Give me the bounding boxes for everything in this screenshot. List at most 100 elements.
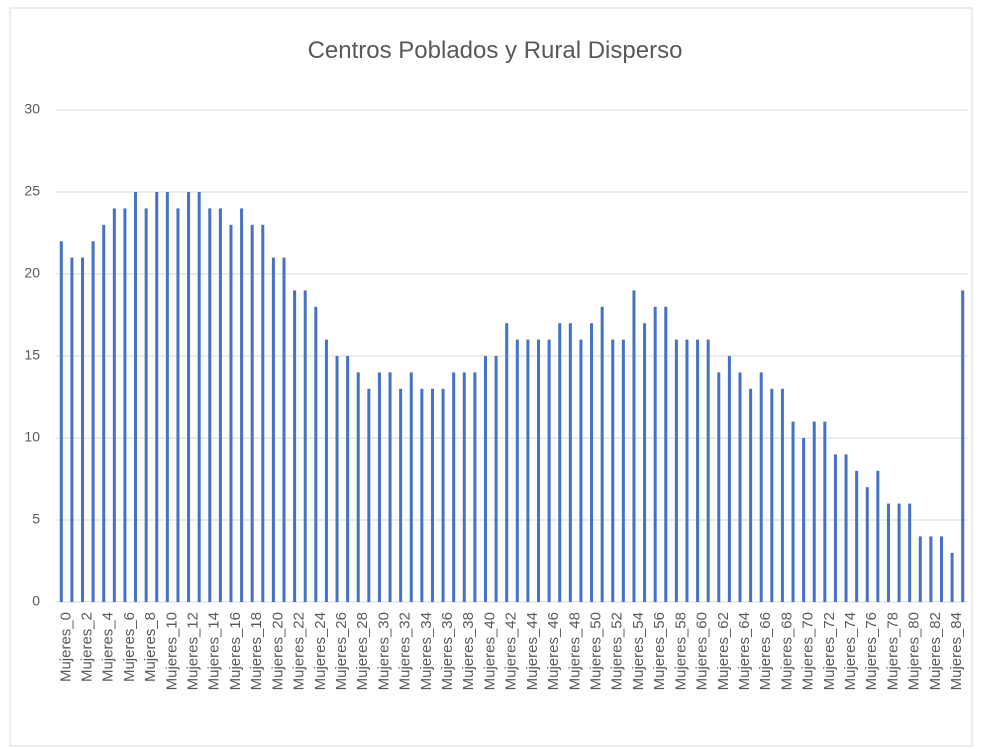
x-tick-label: Mujeres_42 [503,612,520,690]
bar [197,192,201,602]
bar [791,421,795,602]
bar [208,208,212,602]
bar [261,224,265,603]
bar [579,339,583,602]
bar [918,536,922,602]
x-tick-label: Mujeres_28 [354,612,371,690]
x-tick-label: Mujeres_54 [630,612,647,690]
x-tick-label: Mujeres_78 [884,612,901,690]
bar [590,323,594,602]
x-tick-label: Mujeres_18 [248,612,265,690]
y-tick-label: 20 [24,265,40,281]
bar [420,388,424,602]
x-tick-label: Mujeres_10 [163,612,180,690]
bar [611,339,615,602]
x-tick-label: Mujeres_0 [57,612,74,682]
bar [802,438,806,602]
bar [377,372,381,602]
x-tick-label: Mujeres_4 [100,612,117,682]
y-tick-label: 0 [32,593,40,609]
x-tick-label: Mujeres_66 [757,612,774,690]
bar [144,208,148,602]
x-tick-label: Mujeres_58 [672,612,689,690]
bar [303,290,307,602]
x-tick-label: Mujeres_20 [269,612,286,690]
x-tick-label: Mujeres_64 [736,612,753,690]
bar [462,372,466,602]
bar [229,224,233,603]
x-tick-label: Mujeres_30 [375,612,392,690]
bar [886,503,890,602]
bar [441,388,445,602]
x-tick-label: Mujeres_68 [778,612,795,690]
bar [483,356,487,602]
bar [123,208,127,602]
bar [240,208,244,602]
bar [706,339,710,602]
bar [452,372,456,602]
x-tick-label: Mujeres_82 [927,612,944,690]
bar [696,339,700,602]
x-tick-label: Mujeres_40 [481,612,498,690]
bar [653,306,657,602]
bar [187,192,191,602]
x-tick-label: Mujeres_48 [566,612,583,690]
bar [749,388,753,602]
bar [112,208,116,602]
y-tick-label: 30 [24,101,40,117]
bar [897,503,901,602]
bar [70,257,74,602]
bar [685,339,689,602]
bar [929,536,933,602]
bar [388,372,392,602]
bar [473,372,477,602]
bar [335,356,339,602]
bar [547,339,551,602]
bar [621,339,625,602]
bar [812,421,816,602]
bar [515,339,519,602]
chart-title: Centros Poblados y Rural Disperso [308,37,683,64]
bar [876,470,880,602]
x-tick-label: Mujeres_22 [291,612,308,690]
x-tick-label: Mujeres_6 [121,612,138,682]
x-tick-label: Mujeres_80 [906,612,923,690]
bar [844,454,848,602]
x-tick-label: Mujeres_12 [185,612,202,690]
bar [59,241,63,602]
x-tick-label: Mujeres_24 [312,612,329,690]
bar [324,339,328,602]
bar [165,192,169,602]
bar [770,388,774,602]
x-tick-label: Mujeres_70 [800,612,817,690]
bar [727,356,731,602]
x-tick-label: Mujeres_46 [545,612,562,690]
bar [176,208,180,602]
bar [717,372,721,602]
bar [314,306,318,602]
bar [346,356,350,602]
bar [81,257,85,602]
bar [600,306,604,602]
bar [155,192,159,602]
x-tick-label: Mujeres_36 [439,612,456,690]
bar [664,306,668,602]
x-tick-label: Mujeres_8 [142,612,159,682]
bar [759,372,763,602]
x-tick-label: Mujeres_72 [821,612,838,690]
bar [282,257,286,602]
bar [271,257,275,602]
x-tick-label: Mujeres_26 [333,612,350,690]
x-tick-label: Mujeres_14 [206,612,223,690]
x-tick-label: Mujeres_56 [651,612,668,690]
bar [134,192,138,602]
y-tick-label: 10 [24,429,40,445]
y-tick-label: 25 [24,183,40,199]
bar [939,536,943,602]
bar [823,421,827,602]
x-tick-label: Mujeres_34 [418,612,435,690]
x-tick-label: Mujeres_2 [78,612,95,682]
x-tick-label: Mujeres_62 [715,612,732,690]
bar [643,323,647,602]
